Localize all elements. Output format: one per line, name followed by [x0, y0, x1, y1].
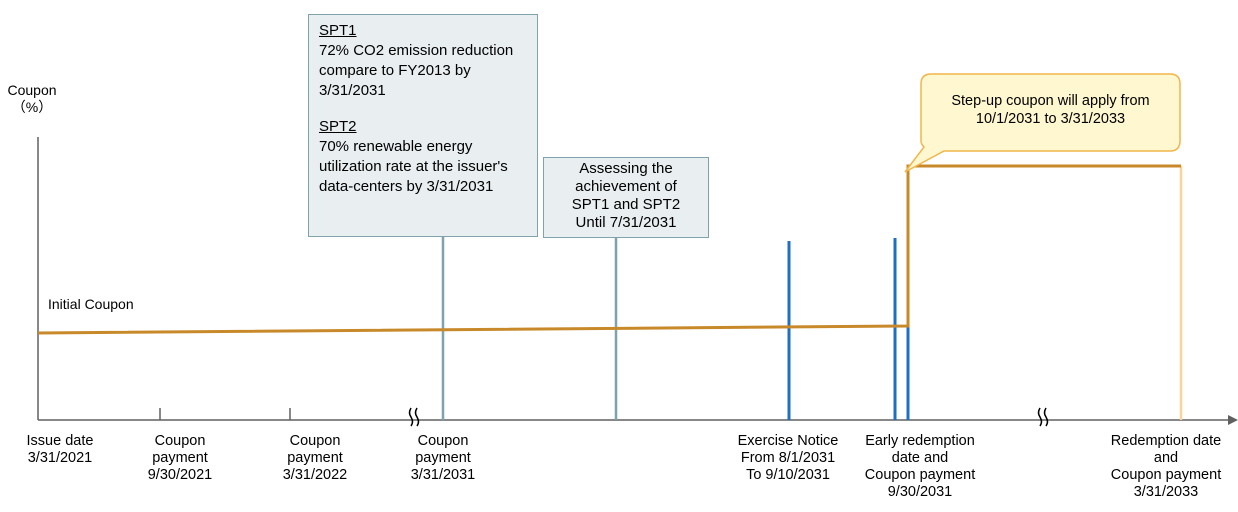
assessment-line2: achievement of: [575, 178, 677, 195]
timeline-label-line: 3/31/2031: [410, 467, 476, 483]
timeline-label-line: date and: [891, 450, 949, 466]
x-axis-arrowhead: [1228, 415, 1238, 425]
timeline-label-line: 9/30/2021: [147, 467, 213, 483]
timeline-label-line: Issue date: [26, 433, 94, 449]
axis-break-mark-1: [408, 407, 420, 427]
assessment-line3: SPT1 and SPT2: [571, 196, 681, 213]
assessment-line1: Assessing the: [579, 160, 673, 177]
timeline-label-early-redemption: Early redemption date and Coupon payment…: [851, 433, 989, 501]
coupon-rate-line: [37, 164, 1181, 335]
timeline-label-line: 3/31/2021: [27, 450, 93, 466]
timeline-label-line: and: [1153, 450, 1179, 466]
spt1-text: 72% CO2 emission reduction compare to FY…: [319, 42, 514, 99]
axis-break-mark-2: [1037, 407, 1049, 427]
step-up-note: Step-up coupon will apply from 10/1/2031…: [921, 92, 1180, 128]
timeline-label-line: Coupon: [289, 433, 341, 449]
assessment-line4: Until 7/31/2031: [575, 214, 677, 231]
timeline-label-coupon-2021: Coupon payment 9/30/2021: [130, 433, 230, 484]
y-axis-label: Coupon （%）: [2, 82, 62, 116]
timeline-label-line: payment: [415, 450, 471, 466]
timeline-label-coupon-2031: Coupon payment 3/31/2031: [393, 433, 493, 484]
timeline-label-line: Coupon payment: [1110, 467, 1222, 483]
timeline-label-line: Coupon: [154, 433, 206, 449]
timeline-label-line: payment: [287, 450, 343, 466]
timeline-label-redemption: Redemption date and Coupon payment 3/31/…: [1096, 433, 1236, 501]
timeline-label-issue-date: Issue date 3/31/2021: [0, 433, 120, 467]
timeline-label-line: Coupon: [417, 433, 469, 449]
timeline-label-line: Redemption date: [1110, 433, 1222, 449]
y-axis-label-line2: （%）: [11, 99, 53, 115]
timeline-label-line: 9/30/2031: [887, 484, 953, 500]
spt2-text: 70% renewable energy utilization rate at…: [319, 138, 508, 195]
step-up-note-line1: Step-up coupon will apply from: [951, 93, 1150, 109]
assessment-box: Assessing the achievement of SPT1 and SP…: [543, 157, 709, 238]
timeline-label-line: To 9/10/2031: [746, 467, 830, 483]
timeline-label-line: Coupon payment: [864, 467, 976, 483]
y-axis-label-line1: Coupon: [7, 82, 57, 98]
step-up-note-line2: 10/1/2031 to 3/31/2033: [975, 111, 1126, 127]
spt-targets-box: SPT1 72% CO2 emission reduction compare …: [308, 14, 538, 237]
step-up-callout-bubble: [904, 73, 1181, 173]
timeline-label-line: Early redemption: [865, 433, 975, 449]
initial-coupon-label: Initial Coupon: [48, 296, 134, 312]
timeline-label-line: Exercise Notice: [737, 433, 839, 449]
timeline-label-line: 3/31/2022: [282, 467, 348, 483]
timeline-label-line: From 8/1/2031: [740, 450, 836, 466]
timeline-label-exercise-notice: Exercise Notice From 8/1/2031 To 9/10/20…: [724, 433, 852, 484]
timeline-label-coupon-2022: Coupon payment 3/31/2022: [265, 433, 365, 484]
timeline-label-line: 3/31/2033: [1133, 484, 1199, 500]
spt1-title: SPT1: [319, 22, 357, 39]
timeline-label-line: payment: [152, 450, 208, 466]
spt2-title: SPT2: [319, 118, 357, 135]
